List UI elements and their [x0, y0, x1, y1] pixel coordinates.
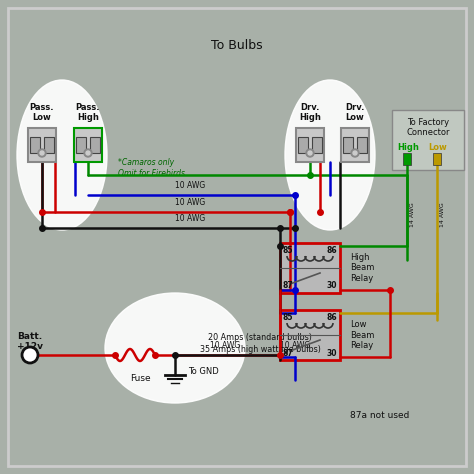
Circle shape — [40, 151, 44, 155]
Circle shape — [351, 149, 359, 157]
Text: 87a not used: 87a not used — [350, 410, 410, 419]
Text: 87: 87 — [283, 348, 293, 357]
Text: Low: Low — [428, 143, 447, 152]
FancyBboxPatch shape — [296, 128, 324, 162]
Text: 86: 86 — [327, 312, 337, 321]
Ellipse shape — [17, 80, 107, 230]
Text: Batt.
+12v: Batt. +12v — [17, 332, 43, 351]
FancyBboxPatch shape — [343, 137, 353, 153]
Circle shape — [86, 151, 90, 155]
Text: Drv.
Low: Drv. Low — [346, 103, 365, 122]
Text: Fuse: Fuse — [130, 374, 150, 383]
Circle shape — [353, 151, 357, 155]
Text: To Bulbs: To Bulbs — [211, 38, 263, 52]
Text: High
Beam
Relay: High Beam Relay — [350, 253, 374, 283]
Text: 30: 30 — [327, 282, 337, 291]
Text: High: High — [397, 143, 419, 152]
FancyBboxPatch shape — [90, 137, 100, 153]
Text: Pass.
Low: Pass. Low — [30, 103, 54, 122]
FancyBboxPatch shape — [312, 137, 322, 153]
Text: 10 AWG: 10 AWG — [210, 341, 240, 350]
Text: 10 AWG: 10 AWG — [175, 198, 205, 207]
Text: Pass.
High: Pass. High — [76, 103, 100, 122]
Circle shape — [84, 149, 92, 157]
FancyBboxPatch shape — [76, 137, 86, 153]
Text: 86: 86 — [327, 246, 337, 255]
Ellipse shape — [285, 80, 375, 230]
FancyBboxPatch shape — [44, 137, 54, 153]
Text: 10 AWG: 10 AWG — [175, 181, 205, 190]
FancyBboxPatch shape — [280, 310, 340, 360]
Text: 85: 85 — [283, 312, 293, 321]
Text: *Camaros only
Omit for Firebirds: *Camaros only Omit for Firebirds — [118, 158, 185, 178]
Text: 10 AWG: 10 AWG — [175, 214, 205, 223]
Text: To GND: To GND — [188, 367, 219, 376]
Circle shape — [306, 149, 314, 157]
FancyBboxPatch shape — [433, 153, 441, 165]
Text: Low
Beam
Relay: Low Beam Relay — [350, 320, 374, 350]
Circle shape — [22, 347, 38, 363]
Text: 10 AWG: 10 AWG — [280, 341, 310, 350]
FancyBboxPatch shape — [341, 128, 369, 162]
Text: 14 AWG: 14 AWG — [440, 202, 446, 228]
Text: 87: 87 — [283, 282, 293, 291]
Text: Drv.
High: Drv. High — [299, 103, 321, 122]
FancyBboxPatch shape — [392, 110, 464, 170]
Text: 20 Amps (standard bulbs)
35 Amps (high wattage bulbs): 20 Amps (standard bulbs) 35 Amps (high w… — [200, 333, 320, 354]
Text: 30: 30 — [327, 348, 337, 357]
FancyBboxPatch shape — [28, 128, 56, 162]
Ellipse shape — [105, 293, 245, 403]
Circle shape — [308, 151, 312, 155]
Text: To Factory
Connector: To Factory Connector — [406, 118, 450, 137]
Circle shape — [38, 149, 46, 157]
FancyBboxPatch shape — [74, 128, 102, 162]
FancyBboxPatch shape — [298, 137, 308, 153]
FancyBboxPatch shape — [30, 137, 40, 153]
FancyBboxPatch shape — [403, 153, 411, 165]
FancyBboxPatch shape — [357, 137, 367, 153]
FancyBboxPatch shape — [8, 8, 466, 466]
FancyBboxPatch shape — [280, 243, 340, 293]
Text: 14 AWG: 14 AWG — [410, 202, 416, 228]
Text: 85: 85 — [283, 246, 293, 255]
